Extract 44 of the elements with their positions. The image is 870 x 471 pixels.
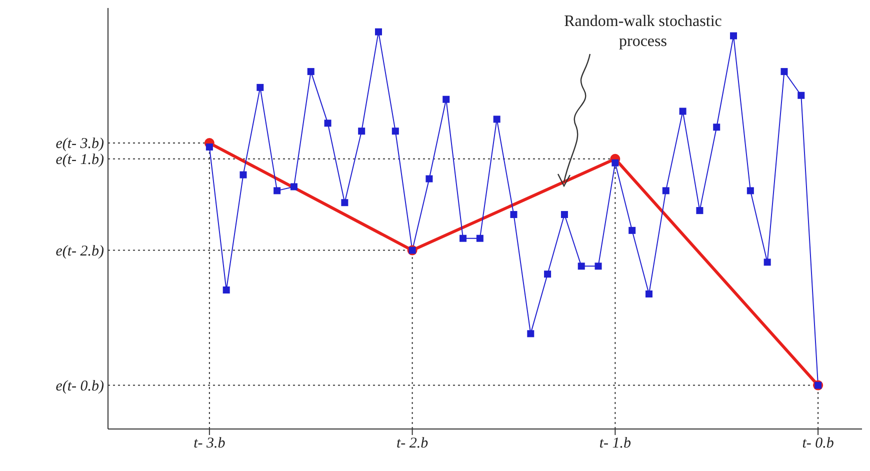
point: [460, 234, 467, 242]
point: [324, 120, 332, 127]
point: [544, 270, 552, 278]
point: [341, 199, 348, 206]
point: [240, 171, 247, 178]
point: [307, 68, 314, 76]
point: [713, 124, 720, 131]
point: [645, 290, 652, 298]
point: [628, 226, 636, 234]
point: [746, 187, 754, 194]
point: [206, 144, 213, 151]
point: [426, 175, 433, 182]
x-tick-label: t- 2.b: [396, 436, 429, 452]
point: [510, 211, 518, 218]
point: [594, 262, 602, 270]
point: [560, 211, 568, 218]
point: [679, 108, 686, 115]
point: [780, 68, 788, 76]
x-tick-label: t- 3.b: [194, 436, 226, 452]
point: [358, 128, 366, 135]
ref-line-label: e(t- 2.b): [56, 243, 104, 260]
point: [578, 262, 585, 270]
point: [730, 32, 738, 40]
x-tick-label: t- 1.b: [599, 436, 632, 452]
point: [274, 187, 281, 194]
point: [612, 159, 619, 166]
point: [392, 128, 399, 135]
ref-line-label: e(t- 0.b): [56, 378, 104, 394]
point: [256, 84, 264, 91]
ref-line-label: e(t- 1.b): [56, 152, 104, 168]
point: [476, 234, 484, 242]
point: [374, 28, 382, 36]
point: [493, 116, 500, 123]
ref-line-label: e(t- 3.b): [56, 136, 104, 152]
point: [798, 92, 805, 99]
annotation: Random-walk stochastic process: [563, 12, 723, 52]
point: [662, 187, 670, 194]
point: [222, 286, 230, 294]
point: [442, 96, 450, 103]
point: [290, 183, 298, 190]
point: [696, 207, 704, 214]
point: [527, 330, 534, 338]
point: [764, 258, 771, 266]
x-tick-label: t- 0.b: [802, 436, 834, 452]
